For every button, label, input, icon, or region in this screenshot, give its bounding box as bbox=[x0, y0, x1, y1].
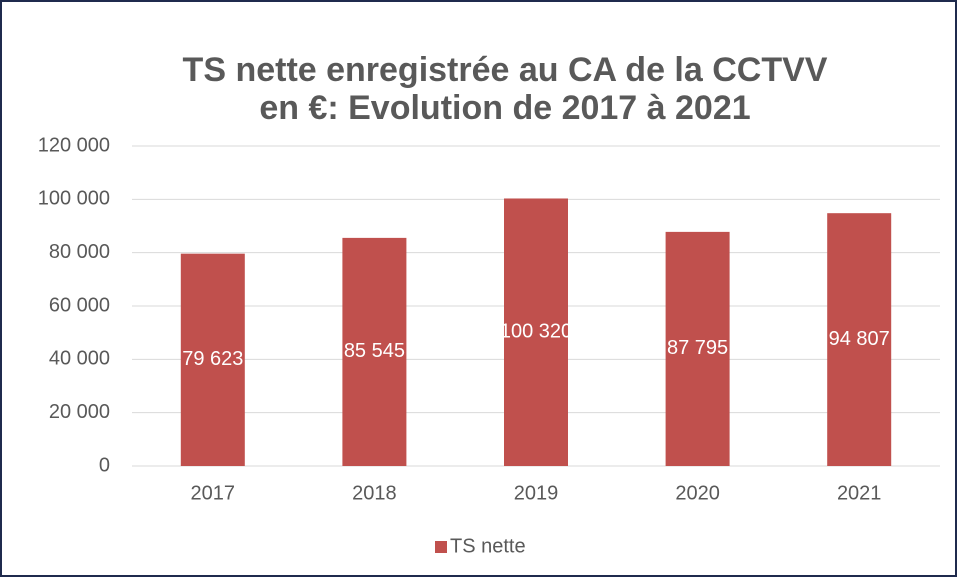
y-tick-label: 120 000 bbox=[38, 134, 110, 156]
y-tick-label: 100 000 bbox=[38, 188, 110, 210]
bar bbox=[665, 231, 730, 466]
bar bbox=[827, 213, 892, 466]
bar bbox=[180, 253, 245, 466]
legend-swatch bbox=[435, 541, 447, 553]
y-tick-label: 20 000 bbox=[49, 401, 110, 423]
data-label: 87 795 bbox=[667, 337, 728, 359]
legend-label: TS nette bbox=[450, 535, 526, 557]
bar bbox=[504, 198, 568, 467]
chart-title: en €: Evolution de 2017 à 2021 bbox=[259, 89, 750, 127]
x-tick-label: 2018 bbox=[352, 482, 397, 504]
y-tick-label: 80 000 bbox=[49, 241, 110, 263]
y-tick-label: 40 000 bbox=[49, 348, 110, 370]
data-label: 79 623 bbox=[182, 348, 243, 370]
data-label: 100 320 bbox=[500, 321, 572, 343]
x-tick-label: 2021 bbox=[837, 482, 882, 504]
x-tick-label: 2017 bbox=[191, 482, 236, 504]
y-tick-label: 0 bbox=[99, 454, 110, 476]
bar bbox=[342, 237, 407, 466]
y-tick-label: 60 000 bbox=[49, 294, 110, 316]
x-tick-label: 2020 bbox=[675, 482, 720, 504]
x-tick-label: 2019 bbox=[514, 482, 559, 504]
data-label: 94 807 bbox=[829, 328, 890, 350]
chart-title: TS nette enregistrée au CA de la CCTVV bbox=[183, 51, 828, 89]
data-label: 85 545 bbox=[344, 340, 405, 362]
